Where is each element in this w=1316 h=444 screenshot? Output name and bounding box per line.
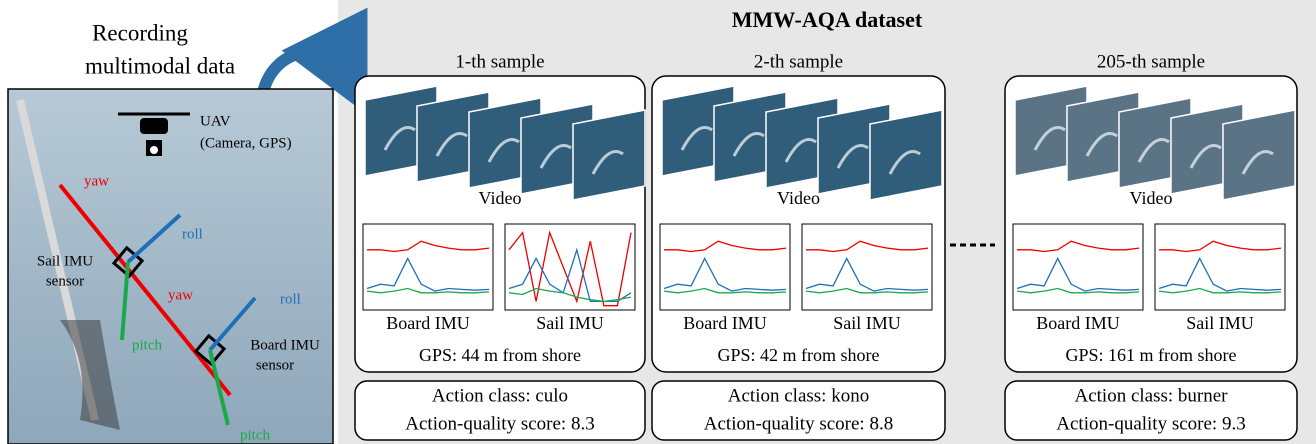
sensor-label: Sail IMU — [37, 253, 93, 269]
video-label: Video — [777, 188, 820, 208]
gps-label: GPS: 42 m from shore — [718, 345, 880, 365]
action-class: Action class: kono — [728, 385, 869, 406]
gps-label: GPS: 44 m from shore — [419, 345, 581, 365]
action-class: Action class: culo — [432, 385, 568, 406]
axis-label: pitch — [132, 337, 162, 353]
imu-plot — [363, 224, 493, 310]
sample-title: 1-th sample — [455, 51, 544, 72]
axis-label: roll — [280, 291, 301, 307]
video-label: Video — [479, 188, 522, 208]
sample-title: 205-th sample — [1097, 51, 1205, 72]
dataset-title: MMW-AQA dataset — [732, 7, 923, 32]
uav-label: (Camera, GPS) — [200, 135, 292, 151]
gps-label: GPS: 161 m from shore — [1066, 345, 1237, 365]
recording-label: Recording — [92, 20, 188, 45]
quality-score: Action-quality score: 8.3 — [405, 413, 594, 434]
action-class: Action class: burner — [1074, 385, 1228, 406]
quality-score: Action-quality score: 9.3 — [1056, 413, 1245, 434]
imu-label: Sail IMU — [536, 313, 604, 333]
sensor-label: Board IMU — [250, 337, 320, 353]
sensor-label: sensor — [46, 273, 84, 289]
quality-score: Action-quality score: 8.8 — [704, 413, 893, 434]
imu-plot — [505, 224, 635, 310]
recording-label: multimodal data — [85, 53, 235, 78]
imu-label: Board IMU — [386, 313, 470, 333]
imu-label: Sail IMU — [1186, 313, 1254, 333]
imu-plot — [660, 224, 790, 310]
imu-plot — [1155, 224, 1285, 310]
imu-label: Board IMU — [1036, 313, 1120, 333]
imu-plot — [1013, 224, 1143, 310]
sensor-label: sensor — [256, 357, 294, 373]
axis-label: roll — [182, 226, 203, 242]
imu-label: Sail IMU — [833, 313, 901, 333]
video-label: Video — [1130, 188, 1173, 208]
uav-label: UAV — [200, 113, 231, 129]
figure: MMW-AQA dataset Recording multimodal dat… — [0, 0, 1316, 444]
sample-title: 2-th sample — [754, 51, 843, 72]
axis-label: yaw — [168, 287, 193, 303]
imu-label: Board IMU — [683, 313, 767, 333]
page: MMW-AQA dataset Recording multimodal dat… — [0, 0, 1316, 444]
imu-plot — [802, 224, 932, 310]
axis-label: pitch — [240, 427, 270, 443]
axis-label: yaw — [84, 173, 109, 189]
